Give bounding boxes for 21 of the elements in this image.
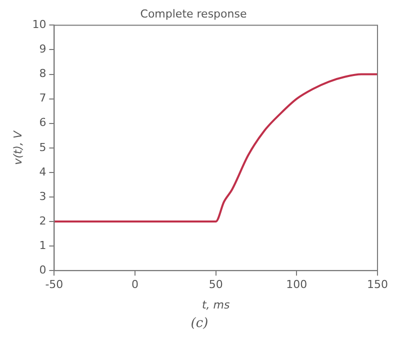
y-tick-label: 6 [39,116,46,130]
y-tick-label: 10 [32,18,46,32]
y-tick-label: 8 [39,67,46,80]
x-tick-label: 0 [132,278,139,292]
x-tick-label: 50 [208,278,223,292]
line-series [54,73,378,223]
x-tick-label: -50 [45,278,64,292]
y-tick-label: 2 [39,214,46,228]
y-tick-label: 1 [39,238,46,252]
y-tick-label: 0 [39,263,46,276]
y-tick-label: 3 [39,190,46,203]
y-tick-label: 7 [39,92,46,105]
text: (c) [190,316,210,331]
y-tick-label: 9 [39,42,46,56]
chart-title: Complete response [140,7,247,20]
x-tick-label: 150 [367,278,388,292]
x-tick-label: 100 [286,278,308,292]
y-axis-title: v(t), V [11,129,24,165]
x-axis-title: t, ms [202,298,230,312]
y-tick-label: 4 [39,165,46,178]
y-tick-label: 5 [39,140,46,154]
